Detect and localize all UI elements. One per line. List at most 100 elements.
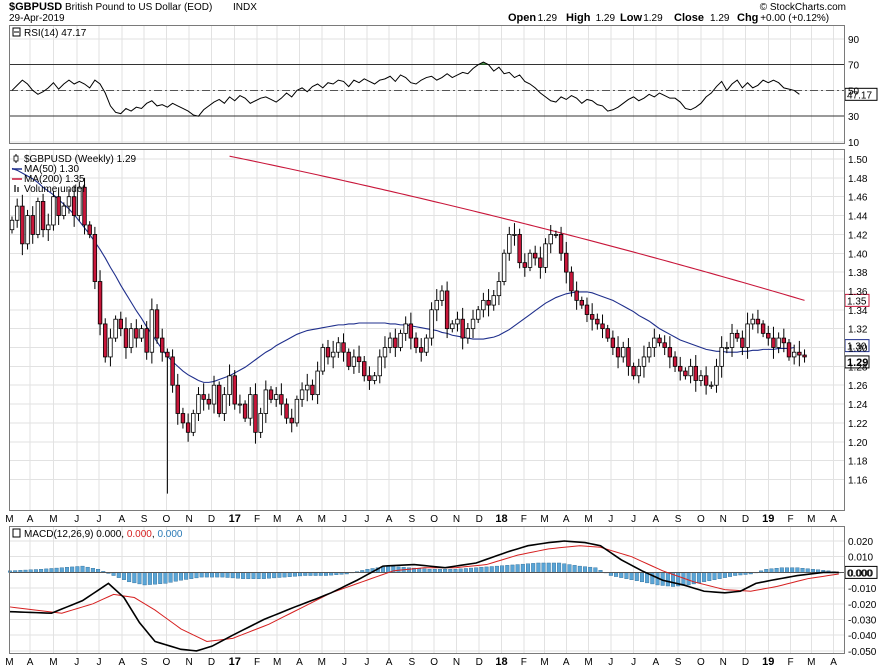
candle [25, 209, 30, 250]
macd-y-tick-label: -0.030 [848, 616, 877, 627]
candle-body-up [724, 347, 730, 349]
macd-histogram-bar [634, 572, 639, 581]
candle [595, 313, 600, 330]
candle [419, 338, 424, 362]
x-tick-label-top: S [675, 514, 682, 525]
macd-histogram-bar [795, 567, 800, 573]
x-tick-label-top: S [141, 514, 148, 525]
candle [356, 345, 362, 373]
candle [393, 328, 398, 357]
candle-body-up [496, 281, 502, 297]
candle [652, 328, 657, 357]
candle [242, 400, 248, 422]
candle-body-up [320, 347, 325, 372]
candle-body-down [532, 252, 538, 259]
candle [408, 312, 414, 350]
legend-volume-bar [17, 187, 19, 192]
macd-histogram-bar [712, 572, 717, 580]
candle-body-up [299, 389, 305, 400]
candle-body-down [325, 347, 331, 358]
candle-body-down [232, 375, 237, 405]
chart-header: $GBPUSD British Pound to US Dollar (EOD)… [9, 1, 846, 24]
candle [589, 303, 595, 331]
candle [631, 362, 636, 380]
candle-body-down [367, 375, 372, 381]
candle [714, 358, 719, 393]
candle [341, 333, 346, 362]
price-y-tick-label: 1.36 [848, 287, 868, 298]
legend-volume-bar [14, 185, 16, 192]
price-y-tick-label: 1.30 [848, 344, 868, 355]
candle-body-up [258, 413, 263, 433]
candle [216, 381, 222, 418]
candle [569, 266, 574, 297]
macd-histogram-bar [484, 566, 489, 573]
candle [786, 339, 792, 361]
candle-body-up [621, 347, 626, 358]
candle-body-down [175, 384, 180, 414]
legend-ma50-label: MA(50) 1.30 [24, 164, 79, 175]
macd-y-tick-label: 0.020 [848, 537, 873, 548]
price-y-tick-label: 1.48 [848, 174, 868, 185]
quote-value: +0.00 (+0.12%) [760, 13, 829, 24]
x-tick-label-bottom: M [584, 657, 592, 668]
candle-body-down [97, 281, 103, 325]
candle [258, 407, 263, 438]
candle [621, 341, 626, 363]
x-tick-label-top: J [631, 514, 636, 525]
price-y-tick-label: 1.42 [848, 230, 868, 241]
x-tick-label-bottom: S [409, 657, 416, 668]
macd-histogram-bar [463, 568, 468, 573]
candle-body-down [486, 299, 491, 306]
macd-histogram-bar [582, 566, 587, 573]
x-tick-label-top: M [273, 514, 281, 525]
candle [548, 224, 553, 254]
candle [51, 191, 56, 231]
candle [77, 181, 82, 222]
price-y-tick-label: 1.44 [848, 212, 868, 223]
rsi-last-value: 47.17 [847, 90, 872, 101]
candle-body-down [253, 394, 258, 433]
candle [191, 409, 196, 437]
candle [35, 197, 41, 239]
macd-histogram-bar [396, 566, 401, 573]
candle-body-down [160, 337, 165, 353]
macd-histogram-bar [267, 572, 272, 579]
candle-body-down [693, 365, 698, 381]
candle [791, 344, 797, 365]
candle-body-down [760, 323, 766, 334]
candle-body-down [735, 332, 740, 339]
candle-body-down [595, 318, 600, 325]
macd-histogram-bar [474, 567, 479, 573]
candle-body-up [652, 337, 657, 348]
x-tick-label-bottom: S [141, 657, 148, 668]
candle-body-down [786, 342, 792, 358]
candle-body-down [672, 356, 678, 367]
candle [175, 373, 180, 425]
candle [693, 355, 698, 392]
macd-legend-swatch [12, 528, 21, 538]
macd-histogram-bar [386, 565, 391, 573]
x-tick-label-bottom: A [563, 657, 570, 668]
candle [320, 343, 325, 375]
candle [543, 238, 548, 274]
candle [672, 351, 678, 373]
macd-histogram-bar [277, 572, 282, 578]
candle-body-down [341, 342, 346, 353]
candle-body-up [714, 365, 719, 386]
candle [346, 348, 351, 371]
candle-body-up [641, 356, 647, 367]
macd-histogram-bar [458, 568, 463, 573]
macd-histogram-bar [225, 572, 230, 578]
x-tick-label-bottom: J [631, 657, 636, 668]
candle [755, 309, 761, 334]
x-tick-label-bottom: M [5, 657, 13, 668]
candle [330, 340, 336, 369]
candle [455, 311, 460, 332]
macd-histogram-bar [215, 572, 220, 578]
instrument-name: British Pound to US Dollar (EOD) [65, 2, 212, 13]
candle [351, 349, 357, 374]
price-y-tick-label: 1.28 [848, 362, 868, 373]
macd-histogram-bar [292, 572, 297, 577]
